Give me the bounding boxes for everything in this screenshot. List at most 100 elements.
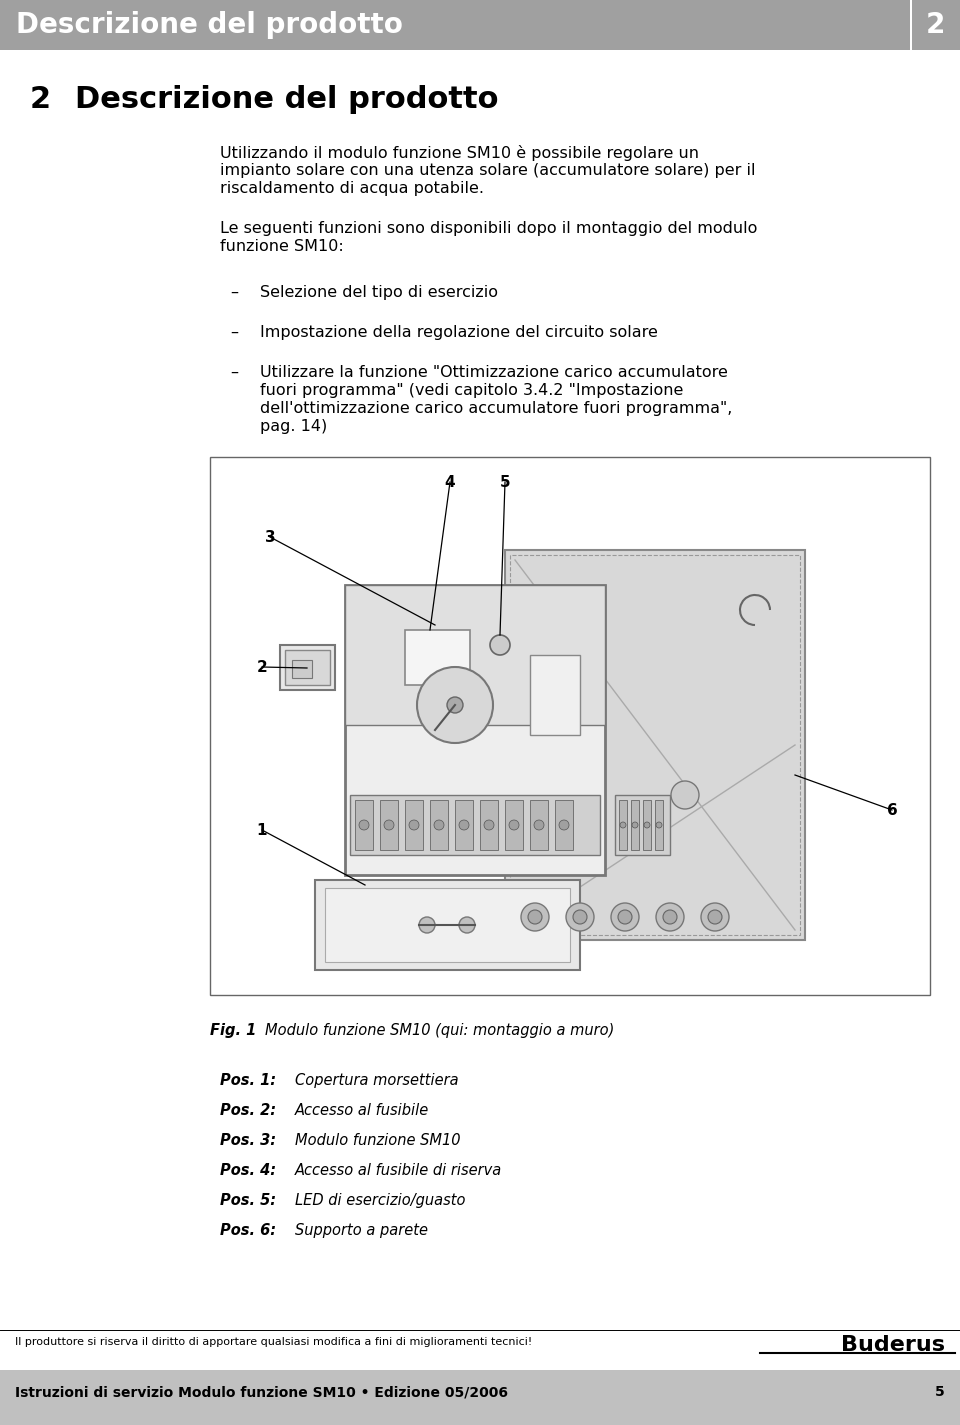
Text: Copertura morsettiera: Copertura morsettiera [295, 1073, 459, 1089]
Circle shape [573, 911, 587, 923]
Bar [325, 888, 570, 962]
Bar [285, 650, 330, 685]
Bar [380, 799, 398, 849]
Text: 5: 5 [935, 1385, 945, 1399]
Bar [0, 0, 960, 50]
Text: Pos. 6:: Pos. 6: [220, 1223, 276, 1238]
Text: Buderus: Buderus [841, 1335, 945, 1355]
Text: riscaldamento di acqua potabile.: riscaldamento di acqua potabile. [220, 181, 484, 197]
Bar [655, 799, 663, 849]
Bar [505, 799, 523, 849]
Circle shape [611, 903, 639, 931]
Bar [643, 799, 651, 849]
Text: Accesso al fusibile: Accesso al fusibile [295, 1103, 429, 1119]
Text: Selezione del tipo di esercizio: Selezione del tipo di esercizio [260, 285, 498, 301]
Bar [405, 799, 423, 849]
Circle shape [644, 822, 650, 828]
Text: Accesso al fusibile di riserva: Accesso al fusibile di riserva [295, 1163, 502, 1178]
Circle shape [447, 697, 463, 712]
Circle shape [656, 822, 662, 828]
Circle shape [384, 819, 394, 829]
Text: Pos. 3:: Pos. 3: [220, 1133, 276, 1149]
Bar [345, 586, 605, 875]
Bar [530, 656, 580, 735]
Circle shape [459, 918, 475, 933]
Text: 4: 4 [444, 475, 455, 490]
Circle shape [559, 819, 569, 829]
Circle shape [708, 911, 722, 923]
Text: Il produttore si riserva il diritto di apportare qualsiasi modifica a fini di mi: Il produttore si riserva il diritto di a… [15, 1337, 532, 1347]
Circle shape [701, 903, 729, 931]
Bar [355, 799, 373, 849]
Circle shape [434, 819, 444, 829]
Text: Le seguenti funzioni sono disponibili dopo il montaggio del modulo: Le seguenti funzioni sono disponibili do… [220, 221, 757, 237]
Text: Pos. 5:: Pos. 5: [220, 1193, 276, 1208]
Text: Pos. 1:: Pos. 1: [220, 1073, 276, 1089]
Text: 3: 3 [265, 530, 276, 544]
Bar [455, 799, 473, 849]
Circle shape [484, 819, 494, 829]
Text: dell'ottimizzazione carico accumulatore fuori programma",: dell'ottimizzazione carico accumulatore … [260, 400, 732, 416]
Text: 2: 2 [30, 86, 51, 114]
Bar [480, 799, 498, 849]
Bar [631, 799, 639, 849]
Circle shape [419, 918, 435, 933]
Bar [430, 799, 448, 849]
Text: Utilizzare la funzione "Ottimizzazione carico accumulatore: Utilizzare la funzione "Ottimizzazione c… [260, 365, 728, 380]
Text: Supporto a parete: Supporto a parete [295, 1223, 428, 1238]
Circle shape [417, 667, 493, 742]
Text: LED di esercizio/guasto: LED di esercizio/guasto [295, 1193, 466, 1208]
Text: funzione SM10:: funzione SM10: [220, 239, 344, 254]
Bar [530, 799, 548, 849]
Bar [345, 586, 605, 725]
Text: Impostazione della regolazione del circuito solare: Impostazione della regolazione del circu… [260, 325, 658, 341]
Bar [350, 795, 600, 855]
Text: Modulo funzione SM10 (qui: montaggio a muro): Modulo funzione SM10 (qui: montaggio a m… [265, 1023, 614, 1037]
Text: Istruzioni di servizio Modulo funzione SM10 • Edizione 05/2006: Istruzioni di servizio Modulo funzione S… [15, 1385, 508, 1399]
Bar [510, 554, 800, 935]
Bar [0, 1369, 960, 1425]
Bar [615, 795, 670, 855]
Bar [505, 550, 805, 941]
Circle shape [618, 911, 632, 923]
Circle shape [509, 819, 519, 829]
Text: –: – [230, 325, 238, 341]
Text: 1: 1 [256, 822, 267, 838]
Bar [210, 457, 930, 995]
Bar [405, 630, 470, 685]
Bar [910, 0, 912, 50]
Circle shape [490, 636, 510, 656]
Text: Descrizione del prodotto: Descrizione del prodotto [16, 11, 403, 38]
Text: Pos. 4:: Pos. 4: [220, 1163, 276, 1178]
Bar [619, 799, 627, 849]
Circle shape [534, 819, 544, 829]
Text: –: – [230, 365, 238, 380]
Bar [292, 660, 312, 678]
Text: 2: 2 [256, 660, 268, 674]
Circle shape [566, 903, 594, 931]
Circle shape [409, 819, 419, 829]
Circle shape [656, 903, 684, 931]
Text: Utilizzando il modulo funzione SM10 è possibile regolare un: Utilizzando il modulo funzione SM10 è po… [220, 145, 699, 161]
Circle shape [528, 911, 542, 923]
Bar [315, 881, 580, 970]
Bar [280, 646, 335, 690]
Circle shape [671, 781, 699, 809]
Text: –: – [230, 285, 238, 301]
Text: fuori programma" (vedi capitolo 3.4.2 "Impostazione: fuori programma" (vedi capitolo 3.4.2 "I… [260, 383, 684, 398]
Text: pag. 14): pag. 14) [260, 419, 327, 435]
Circle shape [632, 822, 638, 828]
Text: 5: 5 [500, 475, 511, 490]
Circle shape [663, 911, 677, 923]
Circle shape [459, 819, 469, 829]
Text: Fig. 1: Fig. 1 [210, 1023, 256, 1037]
Text: Pos. 2:: Pos. 2: [220, 1103, 276, 1119]
Text: 6: 6 [887, 802, 898, 818]
Circle shape [359, 819, 369, 829]
Text: impianto solare con una utenza solare (accumulatore solare) per il: impianto solare con una utenza solare (a… [220, 162, 756, 178]
Circle shape [620, 822, 626, 828]
Bar [555, 799, 573, 849]
Circle shape [521, 903, 549, 931]
Text: Descrizione del prodotto: Descrizione del prodotto [75, 86, 498, 114]
Text: 2: 2 [925, 11, 945, 38]
